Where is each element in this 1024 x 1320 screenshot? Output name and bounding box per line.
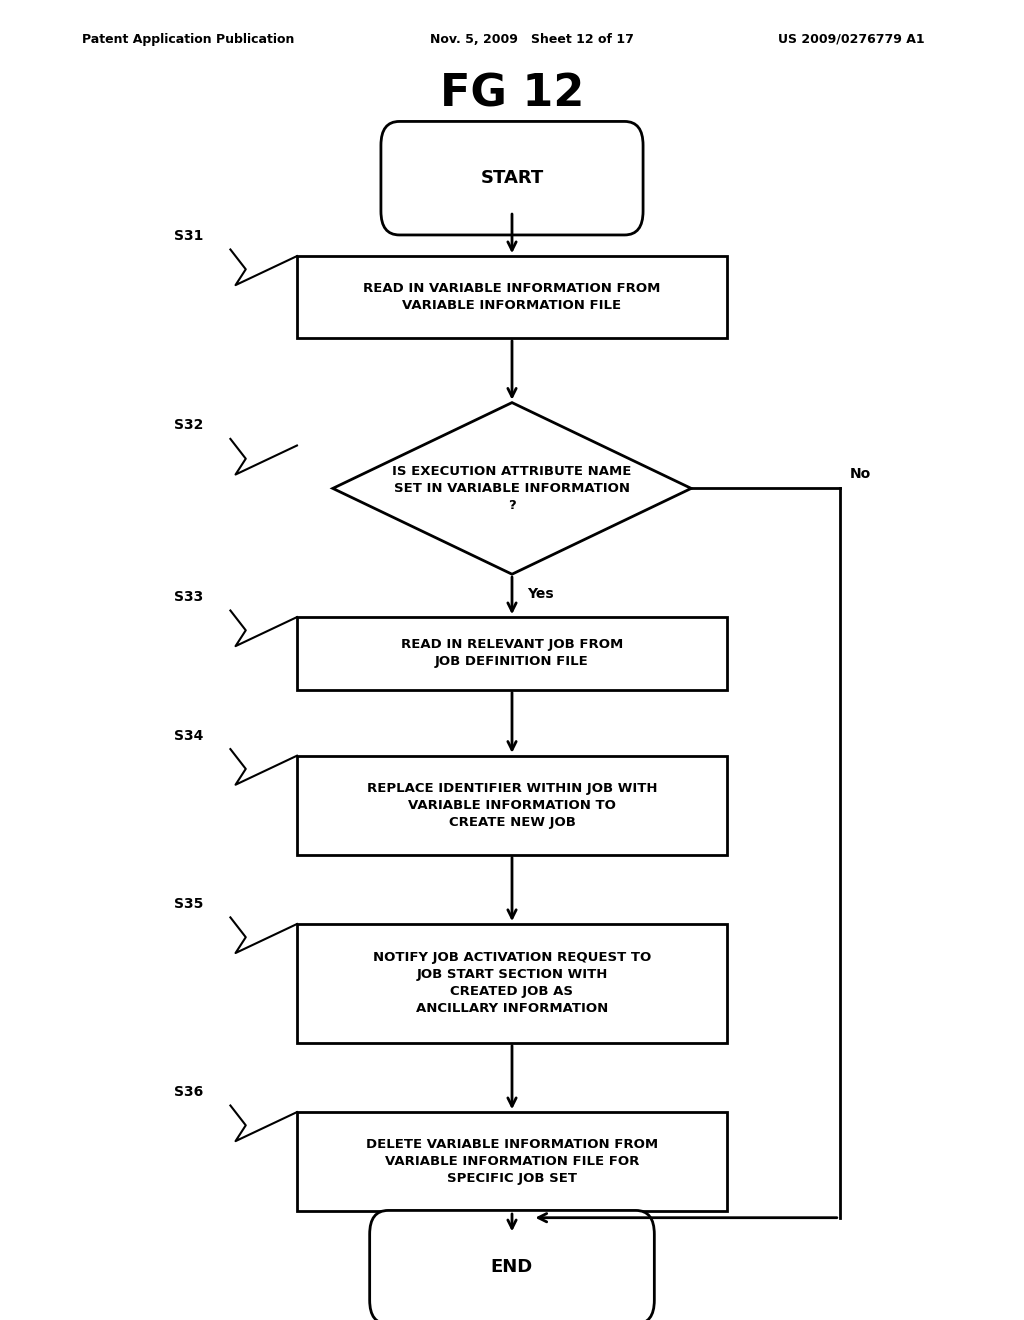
FancyBboxPatch shape [297,1111,727,1212]
Text: START: START [480,169,544,187]
FancyBboxPatch shape [297,755,727,855]
Text: FG 12: FG 12 [440,73,584,116]
Text: Patent Application Publication: Patent Application Publication [82,33,294,46]
Text: Yes: Yes [527,587,554,601]
Text: READ IN RELEVANT JOB FROM
JOB DEFINITION FILE: READ IN RELEVANT JOB FROM JOB DEFINITION… [400,639,624,668]
Text: DELETE VARIABLE INFORMATION FROM
VARIABLE INFORMATION FILE FOR
SPECIFIC JOB SET: DELETE VARIABLE INFORMATION FROM VARIABL… [366,1138,658,1185]
FancyBboxPatch shape [297,924,727,1043]
Text: US 2009/0276779 A1: US 2009/0276779 A1 [778,33,925,46]
FancyBboxPatch shape [381,121,643,235]
Text: END: END [490,1258,534,1276]
Text: S34: S34 [174,729,204,742]
Text: Nov. 5, 2009   Sheet 12 of 17: Nov. 5, 2009 Sheet 12 of 17 [430,33,634,46]
Text: NOTIFY JOB ACTIVATION REQUEST TO
JOB START SECTION WITH
CREATED JOB AS
ANCILLARY: NOTIFY JOB ACTIVATION REQUEST TO JOB STA… [373,952,651,1015]
Text: S31: S31 [174,228,204,243]
Text: REPLACE IDENTIFIER WITHIN JOB WITH
VARIABLE INFORMATION TO
CREATE NEW JOB: REPLACE IDENTIFIER WITHIN JOB WITH VARIA… [367,781,657,829]
Text: S36: S36 [174,1085,204,1098]
Polygon shape [333,403,691,574]
FancyBboxPatch shape [297,618,727,689]
Text: S32: S32 [174,418,204,433]
Text: S35: S35 [174,896,204,911]
Text: READ IN VARIABLE INFORMATION FROM
VARIABLE INFORMATION FILE: READ IN VARIABLE INFORMATION FROM VARIAB… [364,282,660,312]
Text: No: No [850,467,871,480]
Text: IS EXECUTION ATTRIBUTE NAME
SET IN VARIABLE INFORMATION
?: IS EXECUTION ATTRIBUTE NAME SET IN VARIA… [392,465,632,512]
FancyBboxPatch shape [297,256,727,338]
FancyBboxPatch shape [370,1210,654,1320]
Text: S33: S33 [174,590,204,605]
